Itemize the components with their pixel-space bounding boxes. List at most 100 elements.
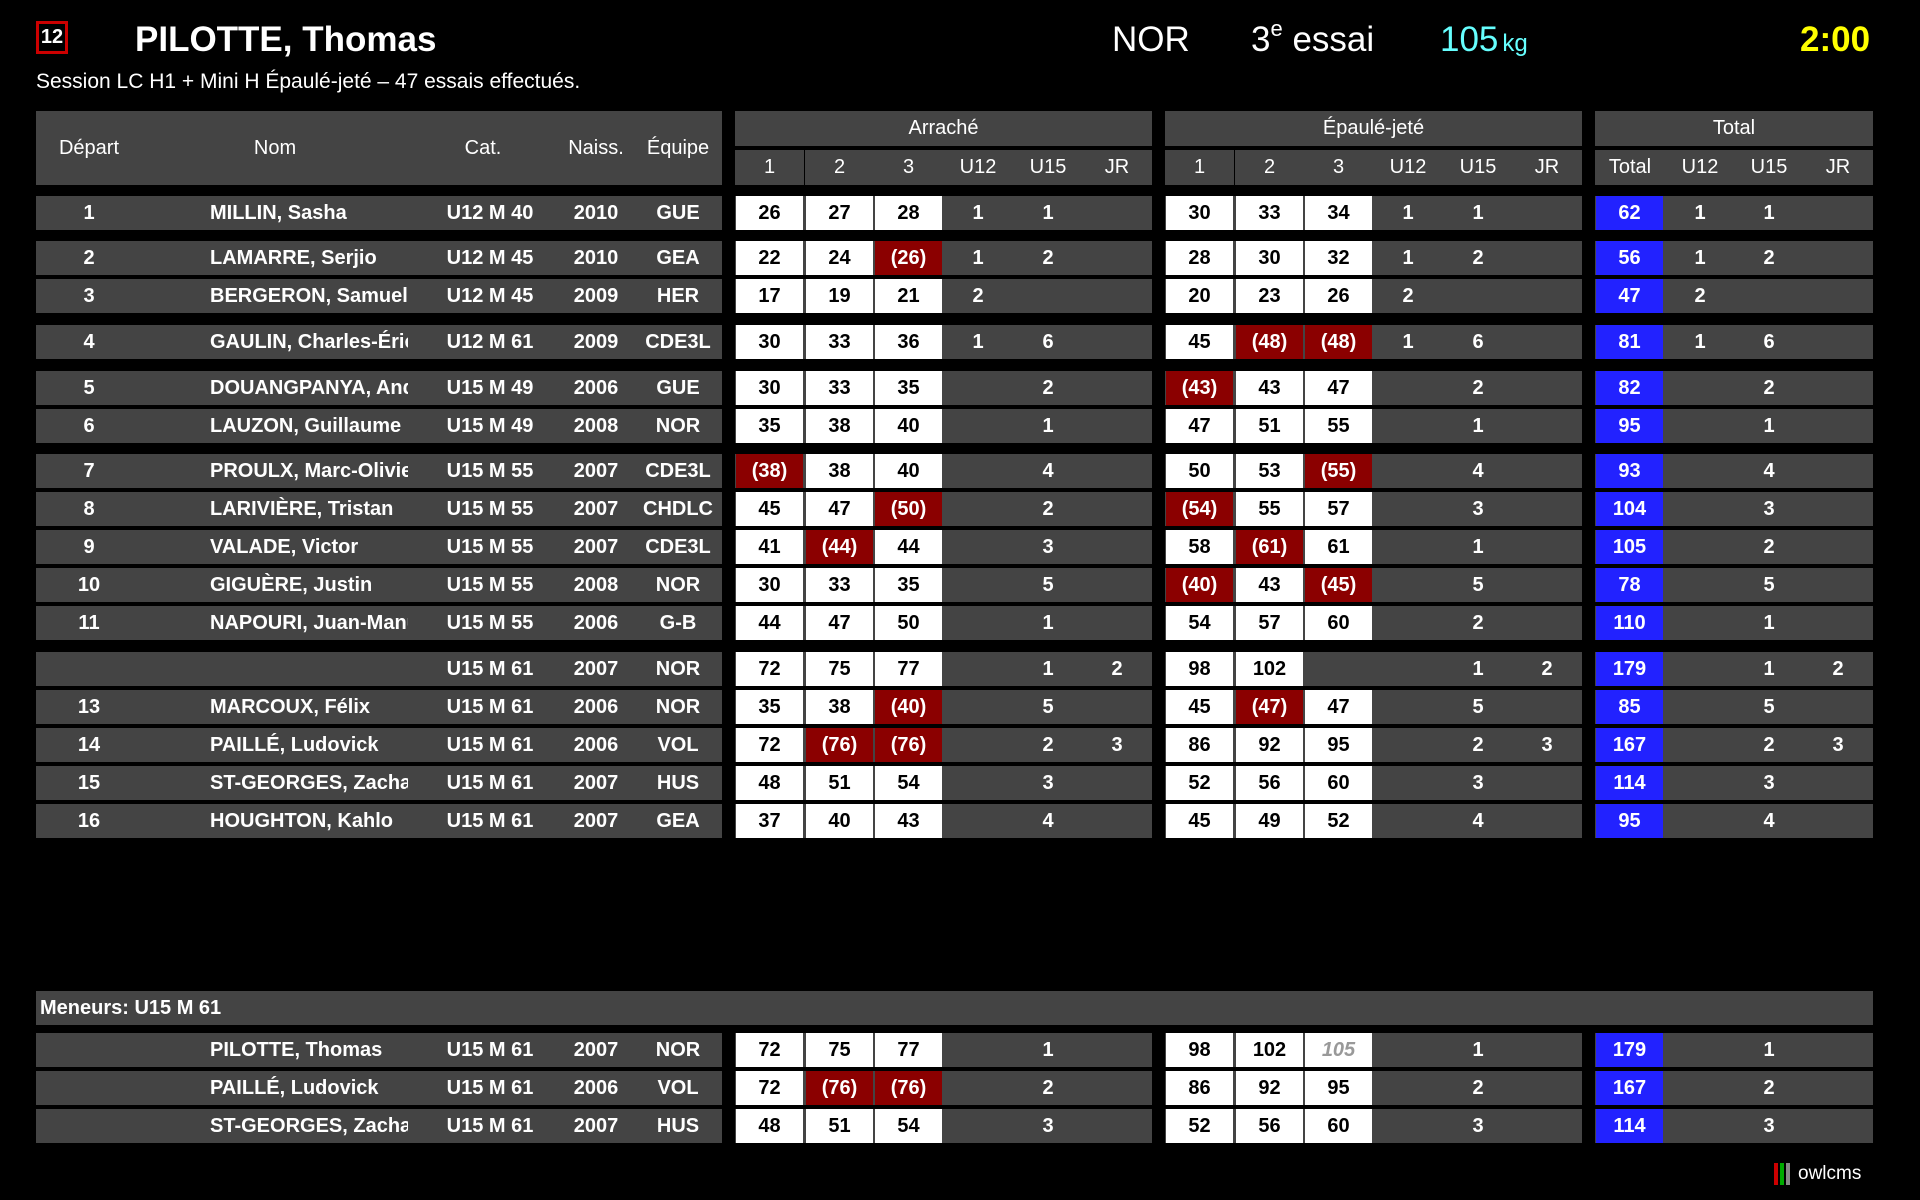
cj-rank-u15: [1443, 279, 1513, 313]
snatch-attempt-3: 40: [875, 454, 942, 488]
birth-year: 2006: [558, 606, 634, 640]
snatch-rank-jr: [1082, 409, 1152, 443]
total-rank-jr: [1803, 325, 1873, 359]
total-rank-jr: [1803, 690, 1873, 724]
cj-attempt-3: 26: [1305, 279, 1372, 313]
subheader-cj-rank-u12: U12: [1373, 150, 1443, 185]
birth-year: 2009: [558, 325, 634, 359]
cj-group-bg: [1165, 804, 1582, 838]
cj-attempt-3: 55: [1305, 409, 1372, 443]
snatch-attempt-3: 44: [875, 530, 942, 564]
cj-rank-jr: [1512, 804, 1582, 838]
total-rank-jr: [1803, 1033, 1873, 1067]
start-number: 5: [36, 371, 142, 405]
cj-rank-u12: 1: [1402, 201, 1414, 224]
snatch-attempt-3: (40): [875, 690, 942, 724]
cj-attempt-1: (43): [1166, 371, 1233, 405]
snatch-rank-u15: 3: [1042, 535, 1054, 558]
cj-group-bg: [1165, 652, 1582, 686]
cj-attempt-1: 54: [1166, 606, 1233, 640]
total-value: 167: [1596, 1071, 1663, 1105]
snatch-rank-jr: [1082, 325, 1152, 359]
cj-attempt-3: 60: [1305, 606, 1372, 640]
subheader-total-rank-u12: U12: [1665, 150, 1735, 185]
cj-group-bg: [1165, 1109, 1582, 1143]
start-number: 16: [36, 804, 142, 838]
total-rank-u15: 6: [1763, 330, 1775, 353]
cj-rank-jr: [1512, 196, 1582, 230]
snatch-group-bg: [735, 652, 1152, 686]
team: NOR: [634, 409, 722, 443]
start-number: 6: [36, 409, 142, 443]
total-value: 167: [1596, 728, 1663, 762]
athlete-name: PROULX, Marc-Olivier: [142, 454, 420, 488]
team: CDE3L: [634, 325, 722, 359]
snatch-group-bg: [735, 241, 1152, 275]
cj-rank-jr: [1512, 568, 1582, 602]
total-rank-u15: 2: [1763, 1076, 1775, 1099]
cj-attempt-3: 61: [1305, 530, 1372, 564]
athlete-name: MARCOUX, Félix: [142, 690, 416, 724]
snatch-rank-u15: 1: [1042, 414, 1054, 437]
total-rank-u15: 4: [1763, 459, 1775, 482]
start-number: [36, 1033, 142, 1067]
cj-rank-jr: 2: [1541, 657, 1553, 680]
team: GUE: [634, 371, 722, 405]
snatch-rank-u15: 5: [1042, 573, 1054, 596]
total-rank-u15: 1: [1763, 657, 1775, 680]
total-value: 85: [1596, 690, 1663, 724]
birth-year: 2006: [558, 690, 634, 724]
current-lifter-header: 12 PILOTTE, Thomas NOR 3e essai 105 kg 2:…: [0, 0, 1920, 100]
category: U15 M 49: [408, 371, 558, 405]
snatch-attempt-1: 44: [736, 606, 803, 640]
owlcms-logo: owlcms: [1774, 1163, 1861, 1185]
header-team: Équipe: [634, 111, 722, 185]
total-rank-u12: [1665, 804, 1735, 838]
snatch-rank-u12: 1: [972, 246, 984, 269]
cj-attempt-2: 30: [1236, 241, 1303, 275]
snatch-attempt-2: 40: [806, 804, 873, 838]
snatch-rank-u15: 1: [1042, 1038, 1054, 1061]
snatch-rank-u15: 6: [1042, 330, 1054, 353]
subheader-snatch-3: 3: [874, 150, 943, 185]
snatch-rank-u15: 2: [1042, 246, 1054, 269]
team: VOL: [634, 1071, 722, 1105]
total-rank-u12: [1665, 530, 1735, 564]
cj-attempt-3: 57: [1305, 492, 1372, 526]
total-rank-u15: 1: [1763, 611, 1775, 634]
cj-rank-u15: 3: [1472, 771, 1484, 794]
snatch-attempt-1: 41: [736, 530, 803, 564]
cj-rank-u12: [1373, 530, 1443, 564]
athlete-name: VALADE, Victor: [142, 530, 416, 564]
snatch-rank-u12: 1: [972, 201, 984, 224]
start-number: [36, 1071, 142, 1105]
total-rank-u12: [1665, 728, 1735, 762]
snatch-rank-u12: [943, 766, 1013, 800]
table-row: 15 ST-GEORGES, Zachary U15 M 61 2007 HUS 48 51…: [0, 766, 1920, 800]
athlete-name: PAILLÉ, Ludovick: [142, 1071, 416, 1105]
total-rank-jr: [1803, 1109, 1873, 1143]
athlete-name: [142, 652, 416, 686]
start-number: 9: [36, 530, 142, 564]
cj-attempt-3: 60: [1305, 1109, 1372, 1143]
birth-year: 2007: [558, 454, 634, 488]
snatch-rank-jr: [1082, 568, 1152, 602]
snatch-rank-jr: [1082, 690, 1152, 724]
snatch-attempt-3: 77: [875, 1033, 942, 1067]
total-value: 95: [1596, 804, 1663, 838]
total-rank-jr: [1803, 766, 1873, 800]
cj-attempt-3: 47: [1305, 690, 1372, 724]
cj-group-bg: [1165, 690, 1582, 724]
cj-rank-jr: [1512, 325, 1582, 359]
subheader-snatch-rank-jr: JR: [1082, 150, 1152, 185]
cj-group-bg: [1165, 1033, 1582, 1067]
category: U15 M 55: [408, 568, 558, 602]
requested-weight: 105 kg: [1440, 20, 1528, 60]
subheader-total: Total: [1595, 150, 1665, 185]
category: U15 M 61: [408, 1033, 558, 1067]
snatch-rank-jr: [1082, 454, 1152, 488]
cj-rank-u12: [1373, 606, 1443, 640]
birth-year: 2007: [558, 530, 634, 564]
total-rank-jr: [1803, 454, 1873, 488]
snatch-attempt-3: 50: [875, 606, 942, 640]
